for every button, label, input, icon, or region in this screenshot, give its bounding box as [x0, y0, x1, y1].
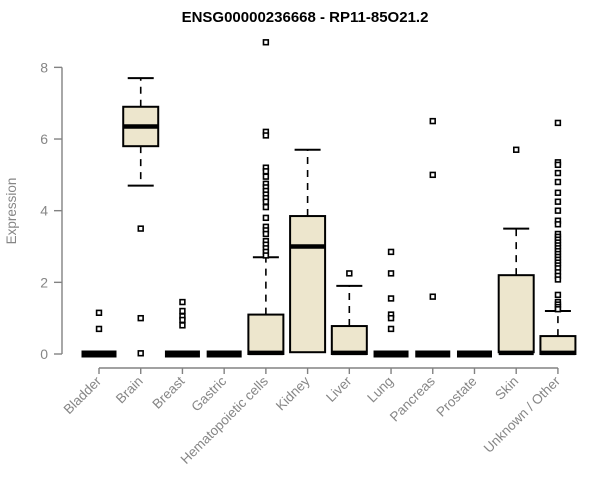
boxplot-hematopoietic-cells — [247, 39, 285, 356]
outlier-point — [346, 270, 353, 277]
outlier-point — [387, 325, 395, 333]
outlier-point — [262, 252, 270, 259]
x-category-label: Bladder — [61, 373, 105, 417]
outlier-point — [554, 161, 562, 169]
outlier-point — [554, 198, 562, 205]
outlier-point — [554, 306, 562, 313]
collapsed-box — [164, 350, 200, 358]
box — [330, 325, 368, 356]
x-category-label: Pancreas — [387, 373, 438, 424]
outlier-point — [554, 189, 562, 196]
chart-title: ENSG00000236668 - RP11-85O21.2 — [182, 9, 429, 26]
collapsed-box — [373, 350, 409, 358]
box — [289, 215, 327, 354]
boxplot-breast — [164, 298, 200, 358]
x-category-label: Liver — [323, 373, 355, 405]
outlier-point — [262, 198, 270, 205]
outlier-point — [95, 309, 103, 316]
y-axis-label: Expression — [4, 178, 19, 245]
collapsed-box — [456, 350, 492, 358]
outlier-point — [554, 178, 562, 186]
outlier-point — [262, 39, 270, 46]
outlier-point — [262, 168, 270, 175]
collapsed-box — [206, 350, 242, 358]
outlier-point — [429, 293, 436, 300]
box — [497, 274, 535, 354]
y-tick-label: 0 — [40, 346, 48, 362]
outlier-point — [262, 230, 270, 238]
outlier-point — [387, 270, 395, 277]
outlier-point — [387, 295, 395, 302]
x-category-label: Unknown / Other — [481, 373, 564, 456]
outlier-point — [179, 322, 186, 329]
x-category-label: Kidney — [273, 373, 313, 413]
boxplot-skin — [497, 146, 535, 356]
y-axis: 0 2 4 6 8 — [40, 59, 63, 362]
outlier-point — [554, 119, 562, 127]
outlier-point — [262, 132, 270, 139]
outlier-point — [554, 291, 562, 299]
y-tick-label: 8 — [40, 59, 48, 75]
boxplot-pancreas — [415, 117, 451, 358]
outlier-point — [429, 171, 436, 179]
y-tick-label: 4 — [40, 203, 48, 219]
x-category-label: Gastric — [188, 373, 229, 414]
outlier-point — [554, 221, 562, 228]
outlier-point — [554, 207, 562, 214]
outlier-point — [554, 276, 562, 283]
outlier-point — [137, 314, 144, 322]
x-category-label: Breast — [149, 373, 187, 411]
boxplot-liver — [330, 270, 368, 356]
outlier-point — [387, 314, 395, 322]
boxplot-unknown-other — [539, 119, 577, 356]
boxplot-brain — [122, 77, 160, 357]
outlier-point — [387, 248, 395, 256]
outlier-point — [137, 225, 144, 232]
outlier-point — [262, 214, 270, 222]
outlier-point — [262, 173, 270, 180]
plot-area — [81, 39, 577, 358]
x-category-label: Skin — [492, 374, 521, 403]
outlier-point — [554, 169, 562, 177]
boxplot-gastric — [206, 350, 242, 358]
x-category-label: Lung — [364, 374, 396, 406]
collapsed-box — [415, 350, 451, 358]
outlier-point — [179, 307, 186, 315]
outlier-point — [95, 325, 103, 333]
outlier-point — [179, 316, 186, 324]
x-category-label: Prostate — [433, 374, 479, 420]
collapsed-box — [81, 350, 117, 358]
outlier-point — [137, 350, 144, 357]
outlier-point — [429, 117, 436, 125]
boxplot-lung — [373, 248, 409, 358]
outlier-point — [262, 203, 270, 211]
box — [247, 313, 285, 356]
outlier-point — [179, 298, 186, 306]
x-category-label: Brain — [113, 374, 146, 407]
y-tick-label: 2 — [40, 274, 48, 290]
outlier-point — [512, 146, 520, 153]
boxplot-prostate — [456, 350, 492, 358]
y-tick-label: 6 — [40, 131, 48, 147]
boxplot-kidney — [289, 148, 327, 354]
boxplot-bladder — [81, 309, 117, 358]
